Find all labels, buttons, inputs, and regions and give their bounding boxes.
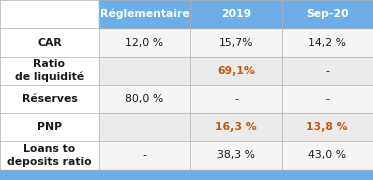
Bar <box>0 28 99 57</box>
Text: 43,0 %: 43,0 % <box>308 150 347 160</box>
Bar <box>190 0 282 28</box>
Text: 15,7%: 15,7% <box>219 38 253 48</box>
Bar <box>99 141 190 170</box>
Bar <box>99 0 190 28</box>
Text: PNP: PNP <box>37 122 62 132</box>
Bar <box>190 141 282 170</box>
Bar <box>0 0 99 28</box>
Bar <box>0 85 99 113</box>
Text: -: - <box>325 66 329 76</box>
Bar <box>99 57 190 85</box>
Text: -: - <box>142 150 147 160</box>
Text: 14,2 %: 14,2 % <box>308 38 346 48</box>
Text: Ratio
de liquidité: Ratio de liquidité <box>15 59 84 82</box>
Bar <box>190 85 282 113</box>
Text: 38,3 %: 38,3 % <box>217 150 255 160</box>
Text: Réglementaire: Réglementaire <box>100 9 189 19</box>
Text: CAR: CAR <box>37 38 62 48</box>
Bar <box>282 0 373 28</box>
Text: -: - <box>325 94 329 104</box>
Bar <box>190 28 282 57</box>
Bar <box>190 57 282 85</box>
Bar <box>190 113 282 141</box>
Text: 80,0 %: 80,0 % <box>125 94 164 104</box>
Text: -: - <box>234 94 238 104</box>
Text: 69,1%: 69,1% <box>217 66 255 76</box>
Bar <box>99 113 190 141</box>
Bar <box>0 141 99 170</box>
Bar <box>282 85 373 113</box>
Bar <box>282 141 373 170</box>
Bar <box>282 113 373 141</box>
Bar <box>99 28 190 57</box>
Bar <box>282 57 373 85</box>
Bar <box>0 113 99 141</box>
Text: 12,0 %: 12,0 % <box>125 38 164 48</box>
Text: 13,8 %: 13,8 % <box>307 122 348 132</box>
Bar <box>0 170 373 180</box>
Bar <box>282 28 373 57</box>
Text: 2019: 2019 <box>221 9 251 19</box>
Bar <box>99 85 190 113</box>
Text: 16,3 %: 16,3 % <box>215 122 257 132</box>
Text: Réserves: Réserves <box>22 94 77 104</box>
Text: Loans to
deposits ratio: Loans to deposits ratio <box>7 144 92 167</box>
Bar <box>0 57 99 85</box>
Text: Sep-20: Sep-20 <box>306 9 349 19</box>
